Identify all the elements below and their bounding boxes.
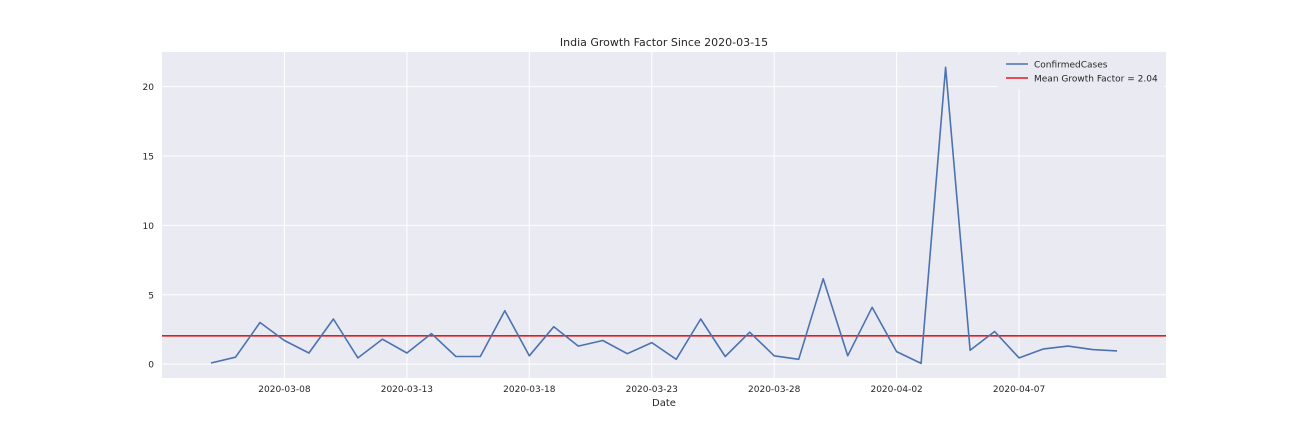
y-tick-label: 10: [143, 222, 155, 232]
legend-box: [998, 55, 1164, 89]
y-axis-ticks: 0 5 10 15 20: [143, 83, 155, 370]
x-tick-label: 2020-04-07: [993, 385, 1045, 395]
x-tick-label: 2020-03-28: [748, 385, 801, 395]
x-tick-label: 2020-04-02: [870, 385, 922, 395]
legend: ConfirmedCases Mean Growth Factor = 2.04: [998, 55, 1164, 89]
series-lines: [210, 66, 1118, 365]
y-tick-label: 15: [143, 153, 154, 163]
plot-area: [162, 52, 1166, 378]
x-tick-label: 2020-03-08: [258, 385, 311, 395]
x-axis-ticks: 2020-03-08 2020-03-13 2020-03-18 2020-03-23…: [258, 385, 1045, 395]
chart-title: India Growth Factor Since 2020-03-15: [560, 36, 768, 49]
legend-label-mean: Mean Growth Factor = 2.04: [1034, 75, 1158, 85]
y-tick-label: 0: [148, 361, 154, 371]
x-axis-label: Date: [652, 398, 676, 409]
y-tick-label: 20: [143, 83, 155, 93]
legend-label-confirmed: ConfirmedCases: [1034, 61, 1108, 71]
series-line-confirmed-cases: [210, 66, 1118, 365]
x-tick-label: 2020-03-18: [503, 385, 556, 395]
x-tick-label: 2020-03-13: [381, 385, 433, 395]
x-tick-label: 2020-03-23: [626, 385, 678, 395]
y-tick-label: 5: [148, 291, 154, 301]
